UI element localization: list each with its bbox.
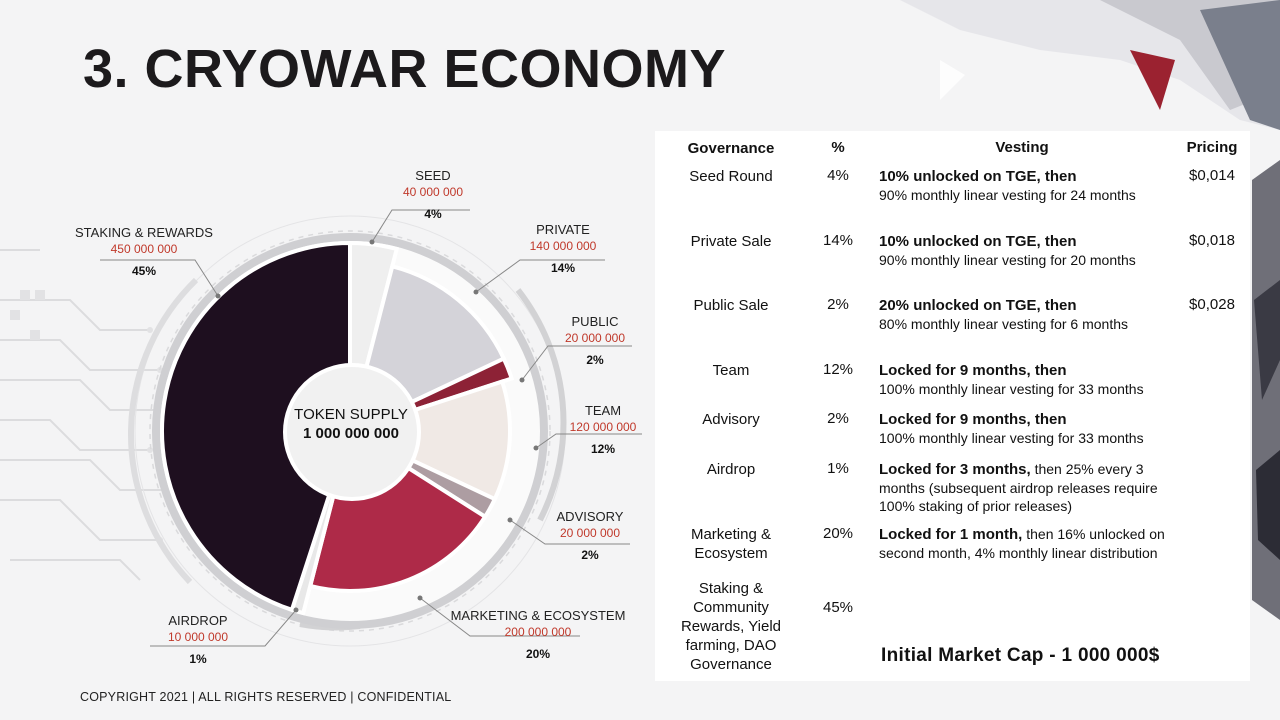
slice-label-seed: SEED (415, 168, 450, 183)
initial-market-cap: Initial Market Cap - 1 000 000$ (881, 645, 1160, 666)
row-vesting: 20% unlocked on TGE, then 80% monthly lin… (879, 296, 1179, 333)
pie-center-disc (283, 363, 421, 501)
slice-amount-team: 120 000 000 (570, 420, 637, 434)
copyright-footer: COPYRIGHT 2021 | ALL RIGHTS RESERVED | C… (80, 690, 452, 704)
vesting-bold: 10% unlocked on TGE, then (879, 233, 1077, 250)
row-price: $0,018 (1189, 232, 1235, 249)
row-percent: 2% (827, 410, 849, 427)
leader-dot-private (473, 289, 479, 295)
vesting-bold: 10% unlocked on TGE, then (879, 168, 1077, 185)
row-vesting: Locked for 9 months, then 100% monthly li… (879, 410, 1179, 447)
row-governance: Advisory (702, 411, 760, 428)
leader-dot-staking (215, 293, 221, 299)
row-governance: Marketing & Ecosystem (690, 526, 772, 562)
slice-label-team: TEAM (585, 403, 621, 418)
slice-amount-marketing: 200 000 000 (505, 625, 572, 639)
leader-line-airdrop (150, 609, 297, 647)
dashed-ring (149, 230, 551, 632)
leader-dot-public (519, 377, 525, 383)
row-percent: 12% (822, 361, 854, 378)
row-percent: 14% (822, 232, 854, 249)
slice-percent-staking: 45% (132, 264, 156, 278)
slice-label-public: PUBLIC (572, 314, 619, 329)
slice-label-private: PRIVATE (536, 222, 590, 237)
vesting-bold: 20% unlocked on TGE, then (879, 297, 1077, 314)
leader-dot-airdrop (293, 607, 299, 613)
row-price: $0,014 (1189, 167, 1235, 184)
slice-amount-public: 20 000 000 (565, 331, 625, 345)
row-governance: Staking & Community Rewards, Yield farmi… (680, 580, 782, 673)
leader-dot-seed (369, 239, 375, 245)
leader-line-team (535, 433, 642, 449)
slice-amount-advisory: 20 000 000 (560, 526, 620, 540)
slice-amount-seed: 40 000 000 (403, 185, 463, 199)
row-vesting: Locked for 3 months, then 25% every 3 mo… (879, 460, 1177, 515)
vesting-rest: 100% monthly linear vesting for 33 month… (879, 381, 1144, 397)
slice-percent-private: 14% (551, 261, 575, 275)
leader-line-public (521, 345, 632, 381)
vesting-rest: then 16% unlocked on second month, 4% mo… (879, 526, 1165, 561)
leader-line-staking (100, 259, 219, 297)
row-vesting: 10% unlocked on TGE, then 90% monthly lin… (879, 232, 1179, 269)
slice-label-advisory: ADVISORY (557, 509, 624, 524)
leader-dot-team (533, 445, 539, 451)
row-governance: Seed Round (689, 168, 773, 185)
row-percent: 4% (827, 167, 849, 184)
header-percent: % (831, 139, 845, 156)
page-title: 3. CRYOWAR ECONOMY (83, 39, 727, 99)
pie-slice-staking (160, 240, 352, 613)
leader-dot-marketing (417, 595, 423, 601)
token-supply-title: TOKEN SUPPLY (294, 406, 408, 423)
slice-amount-airdrop: 10 000 000 (168, 630, 228, 644)
row-percent: 2% (827, 296, 849, 313)
slice-label-staking: STAKING & REWARDS (75, 225, 213, 240)
outer-arc-left (128, 277, 199, 585)
outer-arc-right (515, 288, 567, 522)
vesting-rest: then 25% every 3 months (subsequent aird… (879, 461, 1158, 514)
slice-label-marketing: MARKETING & ECOSYSTEM (451, 608, 626, 623)
header-pricing: Pricing (1186, 139, 1238, 156)
token-distribution-chart: TOKEN SUPPLY 1 000 000 000 SEED 40 000 00… (75, 168, 642, 666)
slice-percent-marketing: 20% (526, 647, 550, 661)
vesting-rest: 90% monthly linear vesting for 24 months (879, 187, 1136, 203)
row-percent: 20% (822, 525, 854, 542)
vesting-rest: 90% monthly linear vesting for 20 months (879, 252, 1136, 268)
slice-amount-private: 140 000 000 (530, 239, 597, 253)
slice-percent-advisory: 2% (581, 548, 599, 562)
leader-line-private (475, 259, 605, 293)
row-percent: 45% (822, 599, 854, 616)
vesting-table: Governance % Vesting Pricing Seed Round … (655, 131, 1250, 681)
slice-percent-airdrop: 1% (189, 652, 207, 666)
vesting-rest: 80% monthly linear vesting for 6 months (879, 316, 1129, 332)
leader-line-seed (371, 209, 470, 243)
slice-percent-public: 2% (586, 353, 604, 367)
leader-line-advisory (509, 519, 630, 545)
row-price: $0,028 (1189, 296, 1235, 313)
slice-label-airdrop: AIRDROP (168, 613, 227, 628)
leader-dot-advisory (507, 517, 513, 523)
row-governance: Team (712, 362, 750, 379)
vesting-bold: Locked for 9 months, then (879, 362, 1067, 379)
row-vesting: Locked for 9 months, then 100% monthly li… (879, 361, 1179, 398)
vesting-bold: Locked for 1 month, (879, 526, 1023, 543)
slice-amount-staking: 450 000 000 (111, 242, 178, 256)
row-vesting: 10% unlocked on TGE, then 90% monthly lin… (879, 167, 1179, 204)
header-vesting: Vesting (995, 139, 1049, 156)
slice-percent-seed: 4% (424, 207, 442, 221)
leader-line-marketing (419, 597, 580, 637)
pie-slice-team (344, 379, 512, 502)
token-supply-total: 1 000 000 000 (303, 425, 399, 442)
row-vesting: Locked for 1 month, then 16% unlocked on… (879, 525, 1177, 562)
row-governance: Private Sale (690, 233, 772, 250)
vesting-bold: Locked for 3 months, (879, 461, 1031, 478)
row-governance: Airdrop (706, 461, 756, 478)
header-governance: Governance (687, 140, 775, 157)
row-governance: Public Sale (693, 297, 769, 314)
vesting-rest: 100% monthly linear vesting for 33 month… (879, 430, 1144, 446)
slice-percent-team: 12% (591, 442, 615, 456)
vesting-bold: Locked for 9 months, then (879, 411, 1067, 428)
row-percent: 1% (827, 460, 849, 477)
